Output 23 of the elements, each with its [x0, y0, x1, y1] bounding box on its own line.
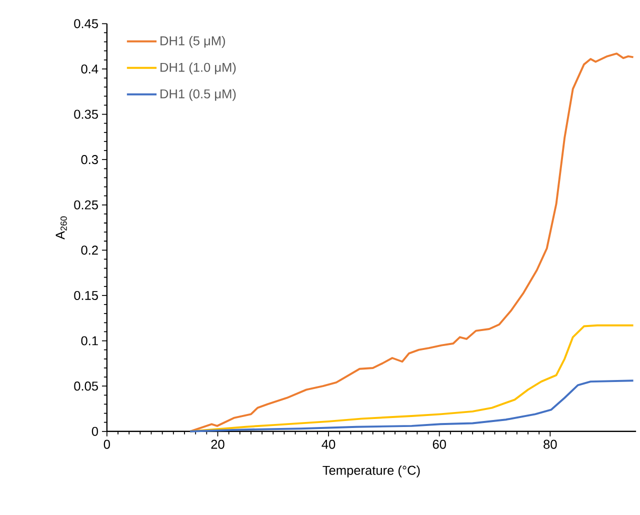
y-tick-label: 0 — [92, 426, 98, 436]
y-axis-title: A$_{260}$ — [56, 216, 67, 240]
line-series — [189, 380, 634, 432]
x-axis-title: Temperature (°C) — [322, 465, 420, 478]
y-tick-label: 0.05 — [74, 381, 98, 390]
x-tick-label: 20 — [211, 440, 224, 449]
legend-label: DH1 (0.5 μM) — [160, 88, 236, 101]
y-tick-label: 0.4 — [81, 64, 98, 74]
x-tick-label: 60 — [432, 440, 446, 449]
y-tick-label: 0.35 — [74, 110, 98, 119]
y-tick-label: 0.15 — [74, 290, 98, 300]
y-tick-label: 0.1 — [81, 336, 98, 346]
x-tick-label: 40 — [322, 440, 336, 449]
line-series — [189, 52, 634, 432]
legend-label: DH1 (1.0 μM) — [160, 62, 236, 74]
x-tick-label: 0 — [104, 440, 110, 449]
y-tick-label: 0.45 — [74, 19, 98, 28]
legend-label: DH1 (5 μM) — [160, 36, 226, 48]
y-tick-label: 0.25 — [74, 200, 98, 210]
x-tick-label: 80 — [544, 440, 557, 449]
y-tick-label: 0.3 — [81, 154, 98, 164]
line-series — [189, 324, 634, 432]
y-tick-label: 0.2 — [81, 246, 98, 255]
